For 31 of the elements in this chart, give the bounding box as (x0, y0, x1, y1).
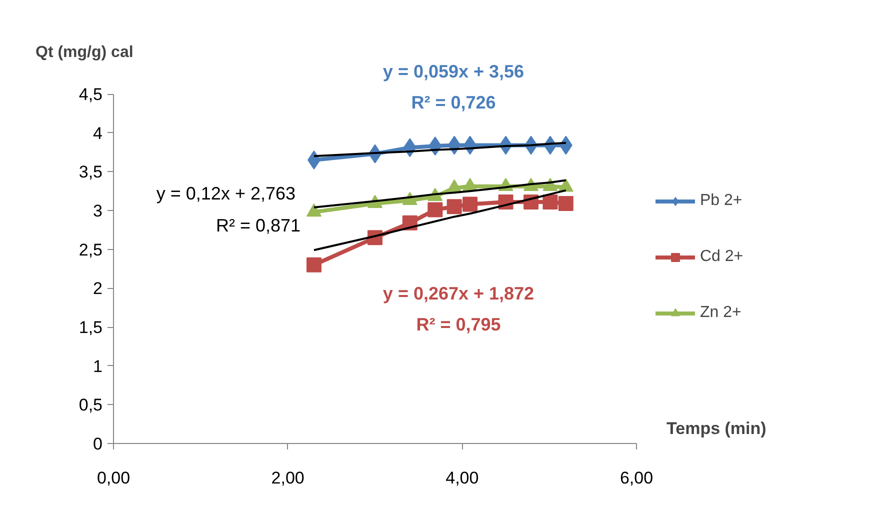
x-axis-title: Temps (min) (666, 419, 766, 438)
x-tick-label: 0,00 (96, 468, 130, 488)
text: y = 0,059x + 3,56 (382, 62, 524, 82)
annotation: y = 0,267x + 1,872 (382, 284, 534, 304)
y-tick-label: 3 (93, 202, 103, 220)
y-tick-label: 1,5 (78, 318, 103, 337)
legend-label: Cd 2+ (700, 248, 744, 266)
point (462, 196, 478, 212)
y-tick-label: 4,5 (78, 85, 103, 104)
y-tick-label: 0,5 (78, 396, 103, 415)
annotation: R² = 0,871 (216, 216, 301, 236)
y-tick-label: 2 (93, 279, 103, 298)
point (558, 196, 574, 212)
legend-label: Pb 2+ (700, 192, 742, 210)
annotation: R² = 0,726 (411, 92, 496, 112)
y-axis-title: Qt (mg/g) cal (36, 44, 134, 61)
annotation: R² = 0,795 (416, 314, 501, 334)
point (428, 202, 443, 218)
x-tick-label: 6,00 (620, 468, 654, 488)
legend-label: Zn 2+ (700, 304, 742, 322)
point (306, 257, 322, 272)
y-tick-label: 2,5 (78, 240, 103, 260)
y-tick-label: 1 (93, 356, 103, 376)
x-tick-label: 4,00 (446, 468, 479, 488)
y-tick-label: 3,5 (78, 162, 103, 182)
point (542, 194, 558, 210)
x-tick-label: 2,00 (271, 468, 304, 488)
point (446, 199, 462, 214)
y-tick-label: 4 (93, 124, 103, 143)
y-tick-label: 0 (93, 434, 103, 454)
annotation: y = 0,12x + 2,763 (156, 184, 296, 204)
